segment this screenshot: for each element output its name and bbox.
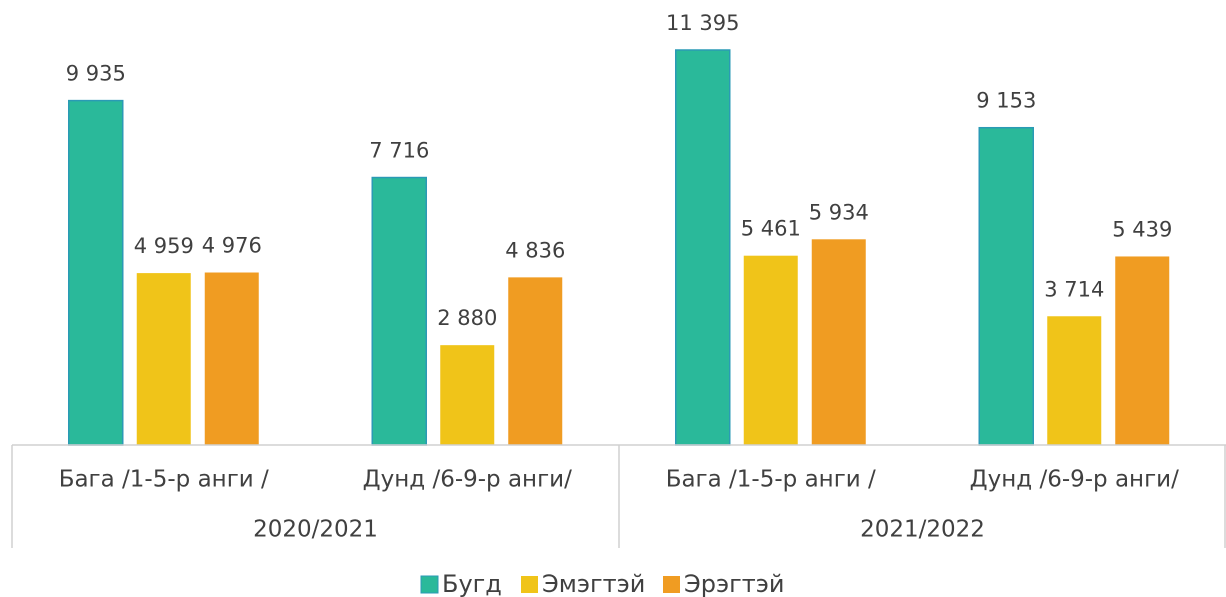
value-label: 4 836 [505, 238, 565, 262]
value-label: 4 976 [202, 234, 262, 258]
bar [675, 49, 731, 446]
bar [371, 176, 427, 446]
legend-label: Эмэгтэй [542, 570, 645, 597]
value-label: 5 439 [1112, 217, 1172, 241]
value-label: 4 959 [134, 234, 194, 258]
value-label: 5 461 [741, 217, 801, 241]
bar [743, 255, 798, 445]
bar [508, 277, 563, 445]
x-tick-label: Бага /1-5-р анги / [666, 467, 876, 493]
value-label: 7 716 [369, 139, 429, 163]
value-label: 5 934 [809, 200, 869, 224]
group-label: 2020/2021 [253, 517, 378, 543]
x-tick-label: Дунд /6-9-р анги/ [970, 467, 1180, 493]
bar [204, 272, 259, 445]
group-label: 2021/2022 [860, 517, 985, 543]
value-label: 9 935 [66, 62, 126, 86]
legend-label: Эрэгтэй [684, 570, 785, 597]
legend-swatch [663, 576, 680, 593]
legend-swatch [521, 576, 538, 593]
bar [1047, 316, 1102, 445]
value-label: 3 714 [1044, 277, 1104, 301]
legend-swatch [420, 575, 439, 594]
bar [136, 273, 191, 445]
value-label: 2 880 [437, 306, 497, 330]
bar [440, 345, 495, 445]
value-label: 11 395 [666, 11, 739, 35]
bar [68, 99, 124, 446]
x-tick-label: Бага /1-5-р анги / [59, 467, 269, 493]
x-tick-label: Дунд /6-9-р анги/ [363, 467, 573, 493]
bar [811, 239, 866, 445]
value-label: 9 153 [976, 89, 1036, 113]
legend-label: Бугд [442, 570, 502, 597]
bar [978, 126, 1034, 446]
bar [1115, 256, 1170, 445]
